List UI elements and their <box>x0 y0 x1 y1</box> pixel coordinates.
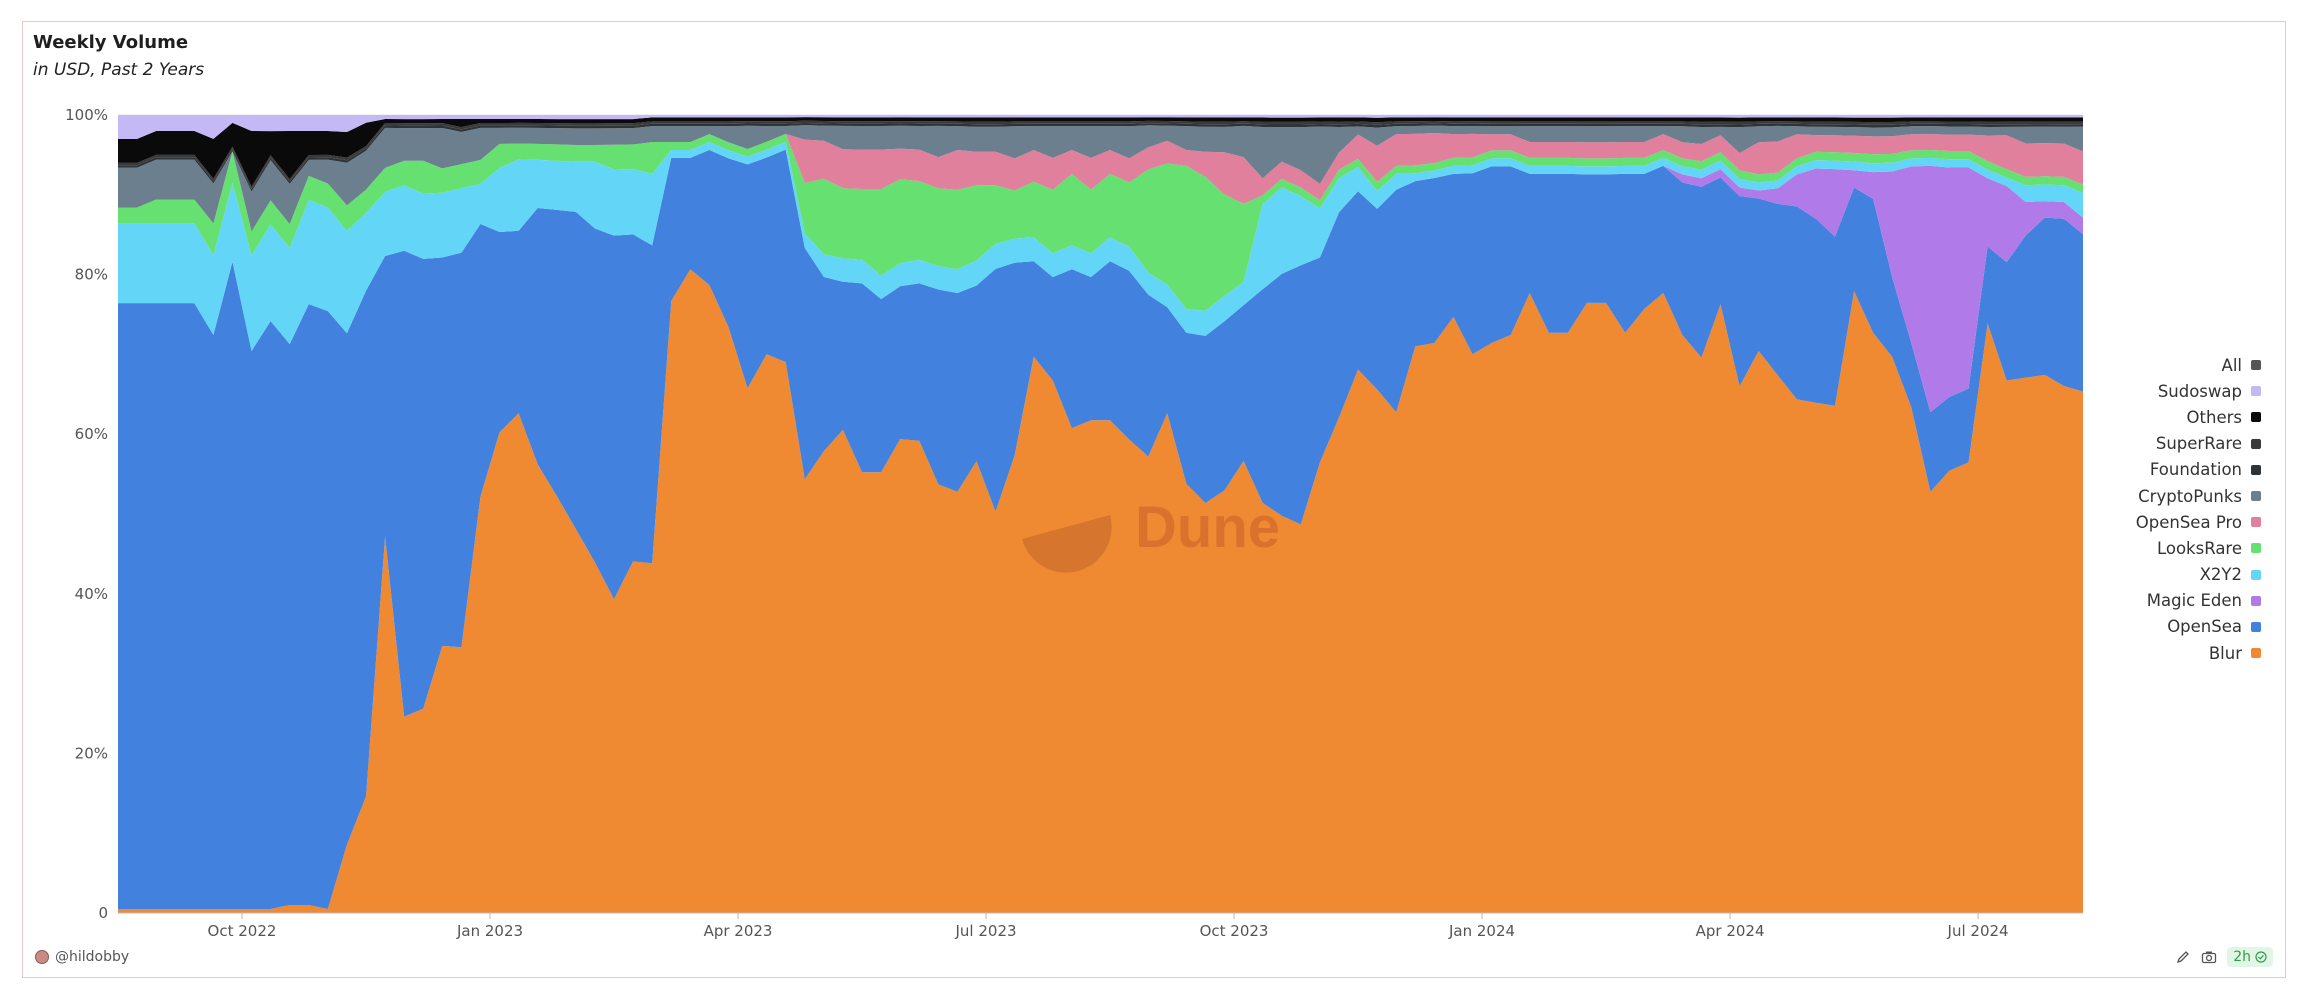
legend-swatch <box>2251 648 2261 659</box>
legend-item-foundation[interactable]: Foundation <box>2136 457 2261 483</box>
chart-card: Weekly Volume in USD, Past 2 Years Dune … <box>22 21 2286 978</box>
chart-title: Weekly Volume <box>33 32 189 53</box>
legend-item-sudoswap[interactable]: Sudoswap <box>2136 378 2261 404</box>
legend-swatch <box>2251 360 2261 371</box>
legend-label: Foundation <box>2149 460 2242 480</box>
area-x2y2 <box>118 141 2083 351</box>
series-areas <box>118 115 2083 914</box>
area-magic-eden <box>118 149 2083 413</box>
legend-item-cryptopunks[interactable]: CryptoPunks <box>2136 483 2261 509</box>
author-name: @hildobby <box>55 949 130 965</box>
legend-item-opensea-pro[interactable]: OpenSea Pro <box>2136 509 2261 535</box>
area-opensea <box>118 149 2083 910</box>
y-tick-label: 100% <box>65 106 108 124</box>
legend-swatch <box>2251 621 2261 632</box>
legend-label: CryptoPunks <box>2138 486 2242 506</box>
dune-watermark: Dune <box>1021 482 1280 573</box>
watermark-text: Dune <box>1135 495 1280 560</box>
legend-label: Others <box>2186 407 2242 427</box>
legend-label: X2Y2 <box>2199 565 2242 585</box>
legend-label: Blur <box>2208 643 2242 663</box>
legend-swatch <box>2251 464 2261 475</box>
legend-item-x2y2[interactable]: X2Y2 <box>2136 562 2261 588</box>
legend-swatch <box>2251 595 2261 606</box>
dune-logo-shade <box>1022 515 1112 573</box>
area-cryptopunks <box>118 125 2083 232</box>
y-tick-label: 80% <box>75 266 108 284</box>
y-axis: 0 20% 40% 60% 80% 100% <box>65 106 108 922</box>
x-tick-label: Apr 2023 <box>704 922 773 940</box>
x-tick-label: Apr 2024 <box>1696 922 1765 940</box>
x-axis: Oct 2022 Jan 2023 Apr 2023 Jul 2023 Oct 2023… <box>208 913 2009 940</box>
legend-swatch <box>2251 491 2261 502</box>
avatar <box>35 950 49 964</box>
legend-swatch <box>2251 543 2261 554</box>
legend-item-others[interactable]: Others <box>2136 404 2261 430</box>
refresh-badge[interactable]: 2h <box>2227 947 2273 967</box>
x-tick-label: Oct 2023 <box>1200 922 1269 940</box>
footer-tools: 2h <box>2175 947 2273 967</box>
x-tick-label: Jul 2024 <box>1947 922 2009 940</box>
area-opensea-pro <box>118 133 2083 232</box>
legend-item-all[interactable]: All <box>2136 352 2261 378</box>
y-tick-label: 40% <box>75 585 108 603</box>
y-tick-label: 0 <box>98 904 108 922</box>
area-blur <box>118 269 2083 913</box>
legend-swatch <box>2251 517 2261 528</box>
legend: All Sudoswap Others SuperRare Foundation Cryp… <box>2136 352 2261 666</box>
legend-swatch <box>2251 569 2261 580</box>
camera-icon[interactable] <box>2201 949 2217 965</box>
legend-label: OpenSea <box>2167 617 2242 637</box>
area-chart[interactable]: Dune 0 20% 40% 60% 80% 100% Oct 2022 Jan 2023 A… <box>23 22 2285 977</box>
legend-item-looksrare[interactable]: LooksRare <box>2136 535 2261 561</box>
legend-swatch <box>2251 412 2261 423</box>
legend-item-superrare[interactable]: SuperRare <box>2136 431 2261 457</box>
y-tick-label: 20% <box>75 744 108 762</box>
legend-swatch <box>2251 386 2261 397</box>
chart-subtitle: in USD, Past 2 Years <box>33 60 205 80</box>
area-looksrare <box>118 133 2083 311</box>
legend-label: SuperRare <box>2155 434 2242 454</box>
legend-label: Sudoswap <box>2157 381 2242 401</box>
legend-item-opensea[interactable]: OpenSea <box>2136 614 2261 640</box>
y-tick-label: 60% <box>75 425 108 443</box>
area-sudoswap <box>118 115 2083 139</box>
legend-label: OpenSea Pro <box>2135 512 2242 532</box>
legend-label: All <box>2221 355 2242 375</box>
x-tick-label: Oct 2022 <box>208 922 277 940</box>
x-tick-label: Jan 2024 <box>1448 922 1515 940</box>
legend-label: Magic Eden <box>2146 591 2242 611</box>
x-tick-label: Jan 2023 <box>456 922 523 940</box>
edit-icon[interactable] <box>2175 949 2191 965</box>
x-tick-label: Jul 2023 <box>955 922 1017 940</box>
legend-label: LooksRare <box>2156 538 2242 558</box>
legend-item-blur[interactable]: Blur <box>2136 640 2261 666</box>
legend-swatch <box>2251 438 2261 449</box>
legend-item-magic-eden[interactable]: Magic Eden <box>2136 588 2261 614</box>
author-credit[interactable]: @hildobby <box>35 949 129 965</box>
refresh-age: 2h <box>2233 949 2251 965</box>
check-circle-icon <box>2255 951 2267 963</box>
